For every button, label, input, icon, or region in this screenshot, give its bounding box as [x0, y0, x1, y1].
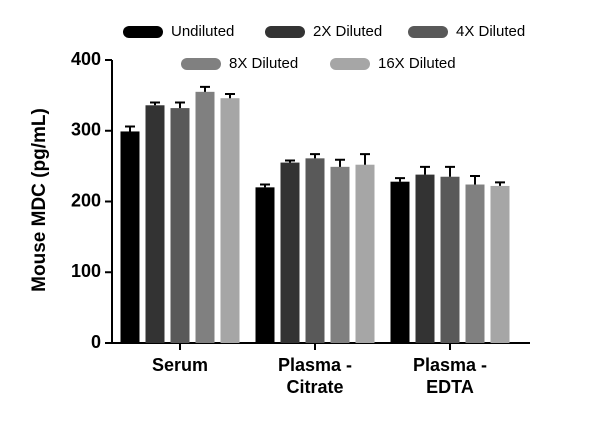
error-bar: [335, 158, 345, 167]
y-tick-label: 0: [91, 332, 101, 352]
error-bar: [175, 101, 185, 109]
x-tick-label: Plasma - Citrate: [277, 355, 353, 397]
bar: [195, 91, 215, 344]
y-tick-label: 100: [71, 261, 101, 281]
error-bar: [395, 177, 405, 182]
bar: [280, 162, 300, 343]
bar: [490, 185, 510, 343]
bar: [355, 164, 375, 343]
x-tick-label: Serum: [151, 355, 209, 375]
legend-label: Undiluted: [171, 23, 234, 40]
legend-label: 16X Diluted: [378, 55, 456, 72]
x-tick-label: Plasma - EDTA: [412, 355, 488, 397]
bar: [440, 176, 460, 343]
y-tick-label: 200: [71, 190, 101, 210]
error-bar: [200, 85, 210, 92]
legend-swatch: [330, 58, 370, 70]
y-tick-label: 400: [71, 49, 101, 69]
error-bar: [150, 101, 160, 106]
error-bar: [445, 165, 455, 177]
legend-label: 8X Diluted: [229, 55, 298, 72]
bar: [390, 181, 410, 343]
error-bar: [495, 181, 505, 186]
error-bar: [125, 125, 135, 132]
bar: [465, 184, 485, 343]
legend-label: 4X Diluted: [456, 23, 525, 40]
y-axis-label: Mouse MDC (pg/mL): [29, 108, 50, 292]
error-bar: [225, 92, 235, 99]
legend-swatch: [123, 26, 163, 38]
bar: [170, 108, 190, 343]
bar: [415, 174, 435, 343]
legend-swatch: [408, 26, 448, 38]
error-bar: [470, 175, 480, 185]
bar: [145, 105, 165, 343]
legend-swatch: [181, 58, 221, 70]
bar: [220, 98, 240, 343]
error-bar: [420, 165, 430, 175]
bar: [305, 158, 325, 343]
error-bar: [310, 153, 320, 159]
bar: [255, 187, 275, 343]
bar: [120, 131, 140, 343]
error-bar: [260, 183, 270, 188]
bar: [330, 166, 350, 343]
legend-swatch: [265, 26, 305, 38]
y-tick-label: 300: [71, 120, 101, 140]
legend-label: 2X Diluted: [313, 23, 382, 40]
error-bar: [360, 153, 370, 165]
error-bar: [285, 159, 295, 163]
